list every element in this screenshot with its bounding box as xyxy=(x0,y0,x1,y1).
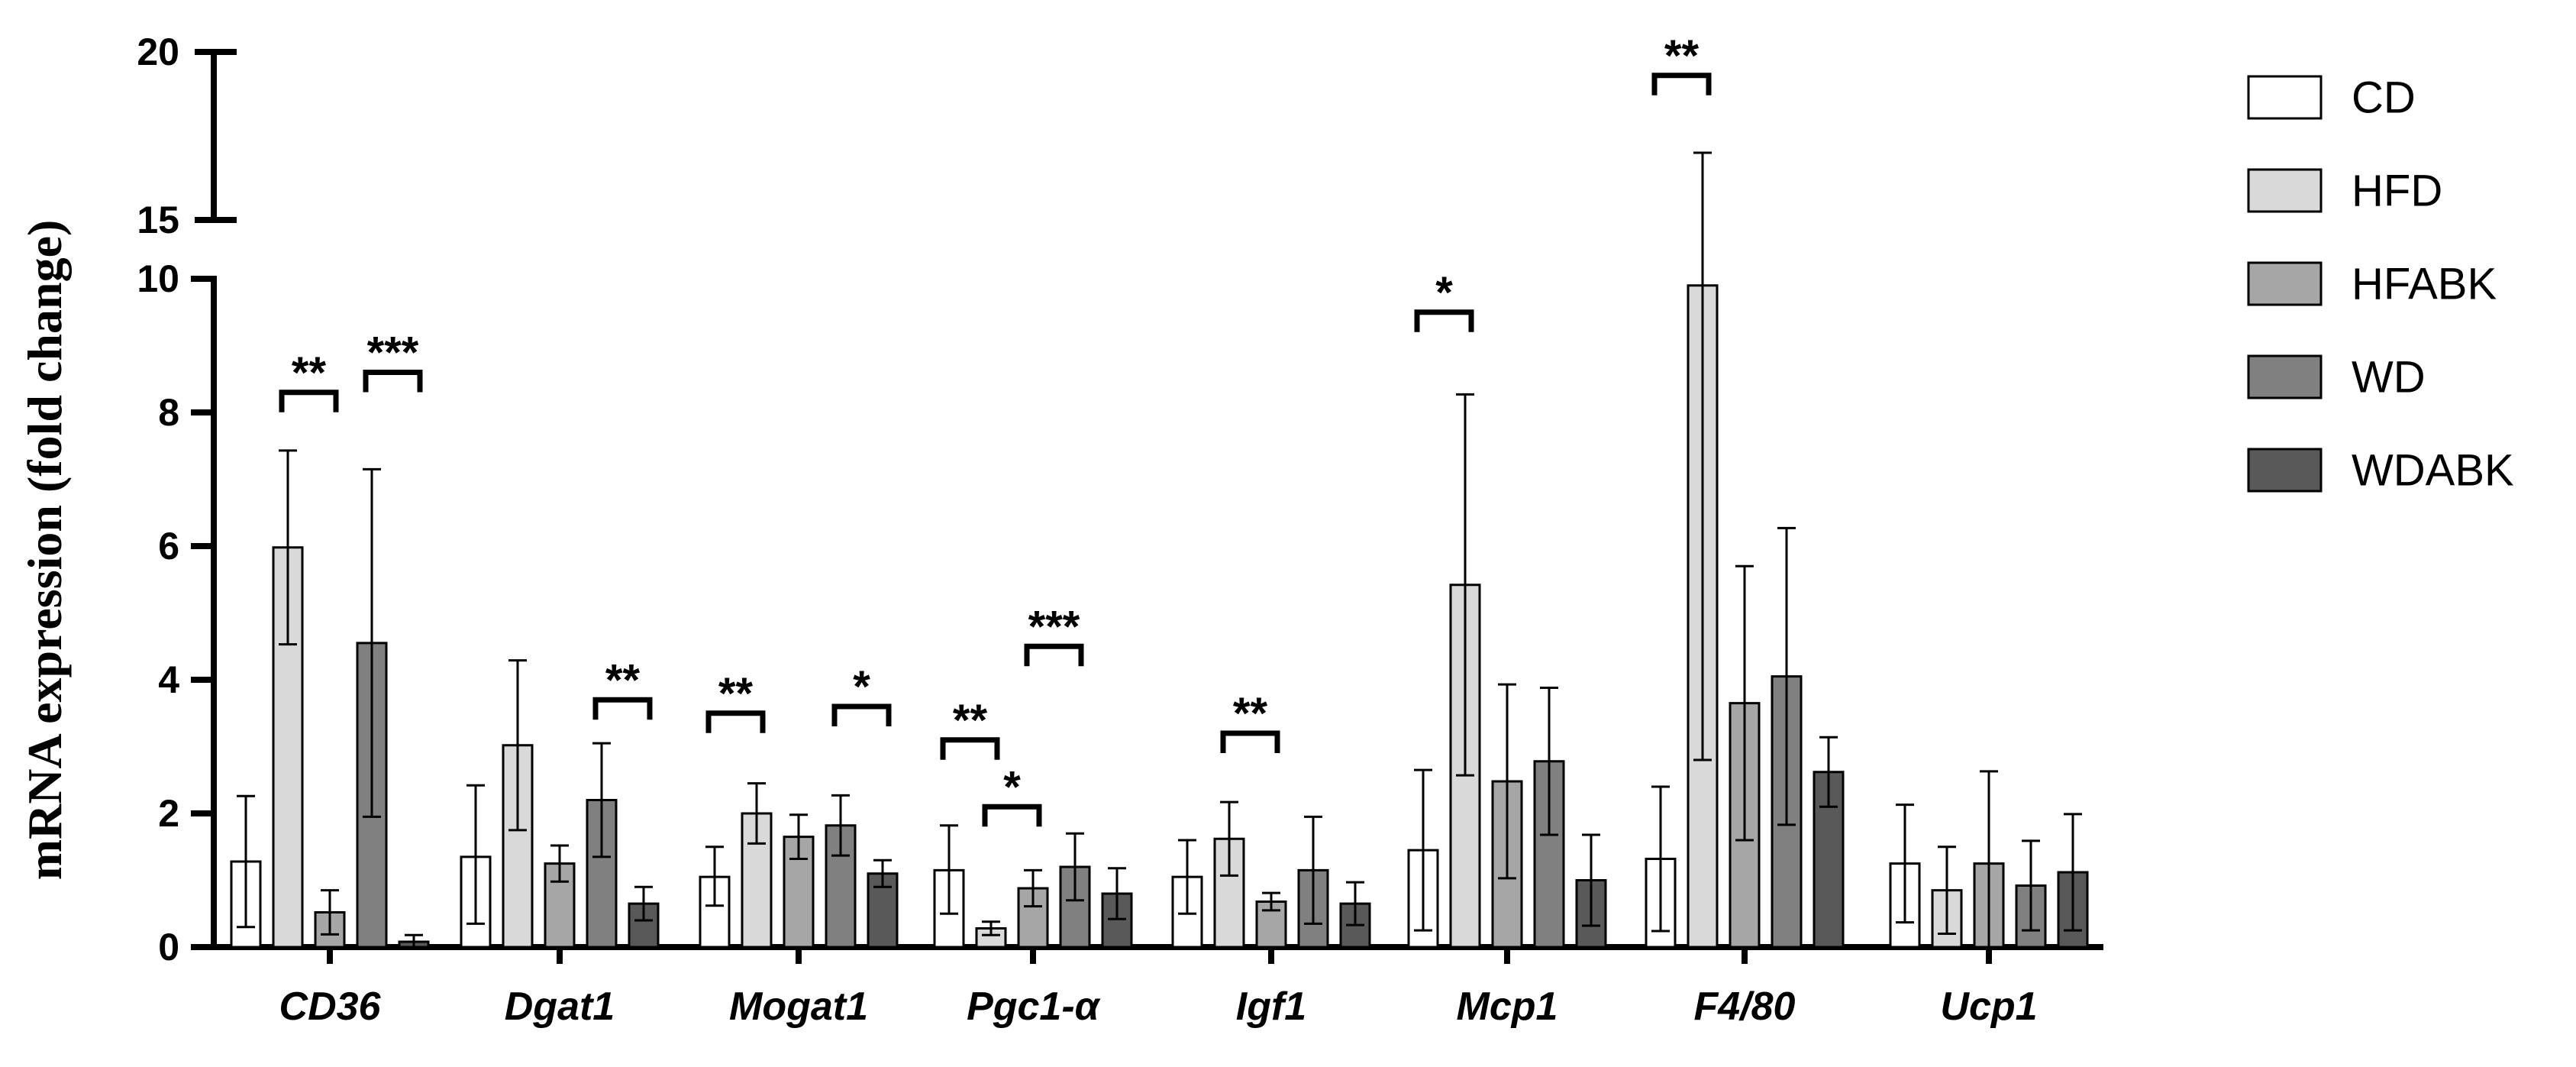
y-tick-label: 20 xyxy=(137,31,179,73)
y-tick-label: 15 xyxy=(137,199,179,241)
significance-bracket xyxy=(705,710,766,733)
significance-bracket xyxy=(1220,730,1280,753)
y-tick-label: 4 xyxy=(158,658,179,701)
category-label-3: Pgc1-α xyxy=(967,985,1102,1029)
significance-bracket xyxy=(1414,309,1474,332)
category-label-2: Mogat1 xyxy=(729,985,868,1029)
category-label-1: Dgat1 xyxy=(505,985,615,1029)
bars xyxy=(230,284,2089,949)
y-tick-label: 6 xyxy=(158,525,179,567)
significance-bracket xyxy=(831,703,892,726)
category-label-6: F4/80 xyxy=(1694,985,1796,1029)
significance-bracket xyxy=(363,370,423,393)
significance-label: ** xyxy=(1233,689,1268,739)
legend-swatch-wdabk xyxy=(2247,448,2323,493)
legend-swatch-wd xyxy=(2247,354,2323,399)
y-tick-label: 0 xyxy=(158,926,179,968)
legend: CD HFD HFABK WD WDABK xyxy=(2247,73,2514,496)
significance-label: ** xyxy=(718,669,754,719)
legend-label-wd: WD xyxy=(2352,353,2426,403)
y-axis-label: mRNA expression (fold change) xyxy=(18,220,72,881)
legend-label-hfd: HFD xyxy=(2352,167,2442,216)
significance-bracket xyxy=(940,737,1000,760)
legend-swatch-hfd xyxy=(2247,168,2323,213)
significance-bracket xyxy=(982,803,1042,827)
significance-bracket xyxy=(279,390,339,412)
legend-label-wdabk: WDABK xyxy=(2352,446,2514,496)
significance-label: * xyxy=(853,662,870,712)
category-label-7: Ucp1 xyxy=(1940,985,2037,1029)
significance-label: ** xyxy=(605,655,641,705)
significance-bracket xyxy=(592,697,653,720)
significance-label: ** xyxy=(1664,31,1700,81)
bar-hfd-1 xyxy=(502,744,534,949)
y-tick-label: 8 xyxy=(158,391,179,434)
significance-bracket xyxy=(1651,73,1712,95)
significance-brackets: ** ***** ** ************ xyxy=(279,31,1712,827)
category-labels: CD36 Dgat1 Mogat1 Pgc1-α Igf1 Mcp1 F4/80 Ucp1 xyxy=(279,947,2038,1029)
legend-swatch-cd xyxy=(2247,75,2323,120)
y-tick-label: 2 xyxy=(158,792,179,835)
category-label-4: Igf1 xyxy=(1236,985,1306,1029)
significance-label: * xyxy=(1003,762,1021,812)
axes: 0 2 4 6 8 10 15 20 xyxy=(137,31,2103,968)
bar-wd-4 xyxy=(1297,868,1329,949)
legend-swatch-hfabk xyxy=(2247,261,2323,306)
category-label-0: CD36 xyxy=(279,985,382,1029)
y-axis-label-group: mRNA expression (fold change) xyxy=(18,220,72,881)
significance-bracket xyxy=(1024,643,1084,667)
significance-label: *** xyxy=(1028,602,1080,652)
significance-label: ** xyxy=(292,348,327,398)
category-label-5: Mcp1 xyxy=(1457,985,1558,1029)
significance-label: * xyxy=(1435,268,1453,318)
y-tick-label: 10 xyxy=(137,257,179,300)
legend-label-cd: CD xyxy=(2352,73,2416,123)
error-bars xyxy=(237,151,2082,949)
significance-label: ** xyxy=(953,696,988,745)
significance-label: *** xyxy=(367,328,419,378)
legend-label-hfabk: HFABK xyxy=(2352,260,2497,309)
